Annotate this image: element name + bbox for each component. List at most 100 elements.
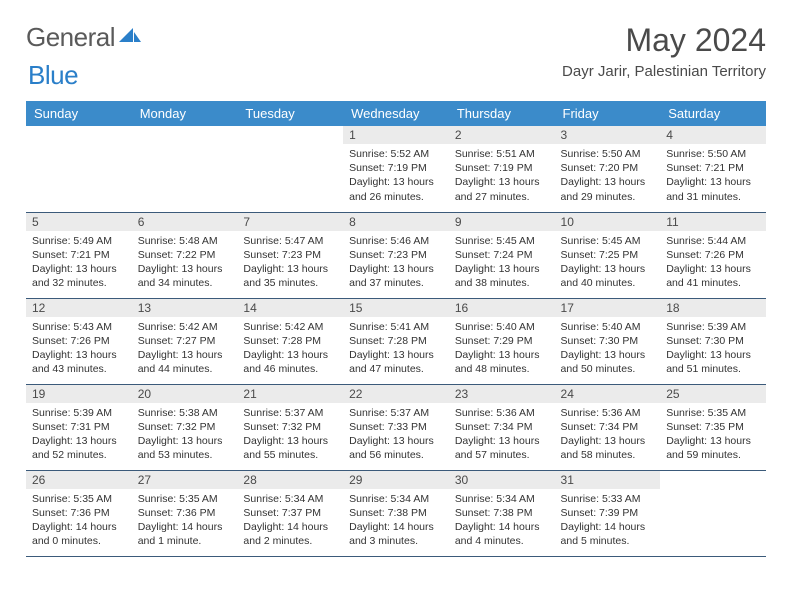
day-number: 28 (237, 471, 343, 489)
calendar-cell: 19Sunrise: 5:39 AMSunset: 7:31 PMDayligh… (26, 384, 132, 470)
calendar-cell: 31Sunrise: 5:33 AMSunset: 7:39 PMDayligh… (555, 470, 661, 556)
day-details: Sunrise: 5:49 AMSunset: 7:21 PMDaylight:… (26, 231, 132, 295)
day-details: Sunrise: 5:50 AMSunset: 7:21 PMDaylight:… (660, 144, 766, 208)
day-number: 9 (449, 213, 555, 231)
calendar-cell: 14Sunrise: 5:42 AMSunset: 7:28 PMDayligh… (237, 298, 343, 384)
calendar-cell: 26Sunrise: 5:35 AMSunset: 7:36 PMDayligh… (26, 470, 132, 556)
calendar-cell: 12Sunrise: 5:43 AMSunset: 7:26 PMDayligh… (26, 298, 132, 384)
day-number: 23 (449, 385, 555, 403)
weekday-header: Tuesday (237, 101, 343, 126)
day-number: 25 (660, 385, 766, 403)
calendar-cell: 17Sunrise: 5:40 AMSunset: 7:30 PMDayligh… (555, 298, 661, 384)
day-number: 12 (26, 299, 132, 317)
calendar-week-row: 12Sunrise: 5:43 AMSunset: 7:26 PMDayligh… (26, 298, 766, 384)
logo-sail-icon (119, 26, 141, 49)
day-details: Sunrise: 5:40 AMSunset: 7:29 PMDaylight:… (449, 317, 555, 381)
day-number: 6 (132, 213, 238, 231)
day-number: 26 (26, 471, 132, 489)
calendar-cell: 9Sunrise: 5:45 AMSunset: 7:24 PMDaylight… (449, 212, 555, 298)
logo-text-general: General (26, 22, 115, 53)
header-right: May 2024 Dayr Jarir, Palestinian Territo… (562, 22, 766, 80)
calendar-cell: 10Sunrise: 5:45 AMSunset: 7:25 PMDayligh… (555, 212, 661, 298)
day-details: Sunrise: 5:38 AMSunset: 7:32 PMDaylight:… (132, 403, 238, 467)
calendar-cell: 27Sunrise: 5:35 AMSunset: 7:36 PMDayligh… (132, 470, 238, 556)
weekday-header: Saturday (660, 101, 766, 126)
calendar-cell: 3Sunrise: 5:50 AMSunset: 7:20 PMDaylight… (555, 126, 661, 212)
day-details: Sunrise: 5:42 AMSunset: 7:28 PMDaylight:… (237, 317, 343, 381)
day-details: Sunrise: 5:35 AMSunset: 7:36 PMDaylight:… (132, 489, 238, 553)
day-number: 7 (237, 213, 343, 231)
weekday-header: Wednesday (343, 101, 449, 126)
day-number: 16 (449, 299, 555, 317)
calendar-cell: 23Sunrise: 5:36 AMSunset: 7:34 PMDayligh… (449, 384, 555, 470)
calendar-week-row: 19Sunrise: 5:39 AMSunset: 7:31 PMDayligh… (26, 384, 766, 470)
calendar-cell: 29Sunrise: 5:34 AMSunset: 7:38 PMDayligh… (343, 470, 449, 556)
calendar-table: SundayMondayTuesdayWednesdayThursdayFrid… (26, 101, 766, 557)
calendar-cell: 1Sunrise: 5:52 AMSunset: 7:19 PMDaylight… (343, 126, 449, 212)
calendar-cell: 13Sunrise: 5:42 AMSunset: 7:27 PMDayligh… (132, 298, 238, 384)
day-number: 11 (660, 213, 766, 231)
weekday-header: Thursday (449, 101, 555, 126)
calendar-cell: 16Sunrise: 5:40 AMSunset: 7:29 PMDayligh… (449, 298, 555, 384)
day-details: Sunrise: 5:51 AMSunset: 7:19 PMDaylight:… (449, 144, 555, 208)
day-number: 5 (26, 213, 132, 231)
calendar-cell: 20Sunrise: 5:38 AMSunset: 7:32 PMDayligh… (132, 384, 238, 470)
day-details: Sunrise: 5:34 AMSunset: 7:38 PMDaylight:… (449, 489, 555, 553)
calendar-cell: 28Sunrise: 5:34 AMSunset: 7:37 PMDayligh… (237, 470, 343, 556)
calendar-cell: 11Sunrise: 5:44 AMSunset: 7:26 PMDayligh… (660, 212, 766, 298)
month-title: May 2024 (562, 22, 766, 59)
calendar-cell: 22Sunrise: 5:37 AMSunset: 7:33 PMDayligh… (343, 384, 449, 470)
day-details: Sunrise: 5:33 AMSunset: 7:39 PMDaylight:… (555, 489, 661, 553)
weekday-header: Friday (555, 101, 661, 126)
day-number: 31 (555, 471, 661, 489)
day-details: Sunrise: 5:41 AMSunset: 7:28 PMDaylight:… (343, 317, 449, 381)
day-details: Sunrise: 5:35 AMSunset: 7:35 PMDaylight:… (660, 403, 766, 467)
day-details: Sunrise: 5:47 AMSunset: 7:23 PMDaylight:… (237, 231, 343, 295)
calendar-cell: 18Sunrise: 5:39 AMSunset: 7:30 PMDayligh… (660, 298, 766, 384)
day-details: Sunrise: 5:34 AMSunset: 7:38 PMDaylight:… (343, 489, 449, 553)
weekday-header-row: SundayMondayTuesdayWednesdayThursdayFrid… (26, 101, 766, 126)
day-number: 4 (660, 126, 766, 144)
day-details: Sunrise: 5:39 AMSunset: 7:31 PMDaylight:… (26, 403, 132, 467)
day-details: Sunrise: 5:35 AMSunset: 7:36 PMDaylight:… (26, 489, 132, 553)
day-details: Sunrise: 5:44 AMSunset: 7:26 PMDaylight:… (660, 231, 766, 295)
calendar-cell: 15Sunrise: 5:41 AMSunset: 7:28 PMDayligh… (343, 298, 449, 384)
day-details: Sunrise: 5:40 AMSunset: 7:30 PMDaylight:… (555, 317, 661, 381)
day-number: 1 (343, 126, 449, 144)
day-number: 29 (343, 471, 449, 489)
day-number: 14 (237, 299, 343, 317)
day-details: Sunrise: 5:43 AMSunset: 7:26 PMDaylight:… (26, 317, 132, 381)
day-number: 22 (343, 385, 449, 403)
day-number: 10 (555, 213, 661, 231)
calendar-cell (660, 470, 766, 556)
weekday-header: Sunday (26, 101, 132, 126)
calendar-cell: 6Sunrise: 5:48 AMSunset: 7:22 PMDaylight… (132, 212, 238, 298)
calendar-cell: 5Sunrise: 5:49 AMSunset: 7:21 PMDaylight… (26, 212, 132, 298)
weekday-header: Monday (132, 101, 238, 126)
location: Dayr Jarir, Palestinian Territory (562, 63, 766, 80)
calendar-cell (237, 126, 343, 212)
day-details: Sunrise: 5:34 AMSunset: 7:37 PMDaylight:… (237, 489, 343, 553)
calendar-week-row: 26Sunrise: 5:35 AMSunset: 7:36 PMDayligh… (26, 470, 766, 556)
calendar-cell: 21Sunrise: 5:37 AMSunset: 7:32 PMDayligh… (237, 384, 343, 470)
day-number: 18 (660, 299, 766, 317)
calendar-cell: 4Sunrise: 5:50 AMSunset: 7:21 PMDaylight… (660, 126, 766, 212)
calendar-cell: 24Sunrise: 5:36 AMSunset: 7:34 PMDayligh… (555, 384, 661, 470)
day-details: Sunrise: 5:36 AMSunset: 7:34 PMDaylight:… (555, 403, 661, 467)
day-number: 21 (237, 385, 343, 403)
day-number: 27 (132, 471, 238, 489)
day-number: 19 (26, 385, 132, 403)
logo: General (26, 22, 143, 53)
day-details: Sunrise: 5:48 AMSunset: 7:22 PMDaylight:… (132, 231, 238, 295)
day-number: 30 (449, 471, 555, 489)
calendar-week-row: 1Sunrise: 5:52 AMSunset: 7:19 PMDaylight… (26, 126, 766, 212)
calendar-cell (26, 126, 132, 212)
day-details: Sunrise: 5:42 AMSunset: 7:27 PMDaylight:… (132, 317, 238, 381)
day-number: 15 (343, 299, 449, 317)
day-details: Sunrise: 5:37 AMSunset: 7:33 PMDaylight:… (343, 403, 449, 467)
calendar-week-row: 5Sunrise: 5:49 AMSunset: 7:21 PMDaylight… (26, 212, 766, 298)
calendar-cell: 8Sunrise: 5:46 AMSunset: 7:23 PMDaylight… (343, 212, 449, 298)
day-number: 24 (555, 385, 661, 403)
day-number: 13 (132, 299, 238, 317)
calendar-cell: 25Sunrise: 5:35 AMSunset: 7:35 PMDayligh… (660, 384, 766, 470)
